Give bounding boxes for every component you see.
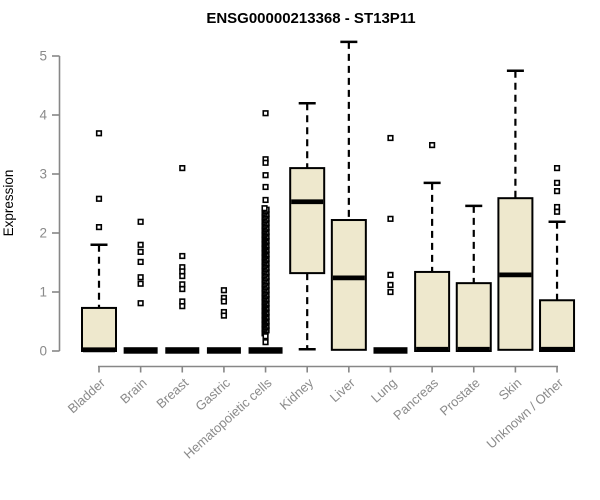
boxplot-liver [330, 40, 367, 351]
x-tick-label: Skin [496, 375, 525, 403]
boxplot-prostate [455, 204, 492, 352]
outlier-point [553, 179, 561, 186]
outlier-point [262, 196, 269, 204]
y-tick-label: 5 [39, 49, 47, 64]
box [81, 306, 117, 352]
boxplot-brain [123, 218, 158, 354]
collapsed-box [248, 347, 283, 354]
outlier-point [387, 281, 394, 289]
outlier-point [137, 274, 144, 281]
box [330, 219, 367, 351]
outlier-point [429, 141, 436, 149]
outlier-point [387, 271, 394, 278]
outlier-point [220, 312, 228, 319]
x-tick-label: Pancreas [390, 375, 441, 423]
outlier-point [387, 288, 394, 296]
outlier-point [179, 165, 186, 172]
outlier-point [179, 303, 186, 310]
boxplot-kidney [289, 101, 326, 351]
x-tick-label: Bladder [65, 375, 109, 417]
x-tick-label: Breast [153, 375, 191, 412]
outlier-point [262, 333, 269, 340]
outlier-point [179, 281, 186, 288]
outlier-point [137, 248, 144, 255]
boxplot-gastric [206, 287, 241, 354]
y-tick-label: 3 [39, 167, 47, 182]
x-tick-label: Brain [117, 375, 150, 406]
outlier-point [95, 130, 103, 137]
outlier-point [179, 252, 186, 260]
y-axis: 0 1 2 3 4 5 [39, 49, 61, 359]
collapsed-box [206, 347, 241, 354]
y-axis-label: Expression [1, 170, 16, 237]
y-tick-label: 0 [39, 344, 47, 359]
outlier-point [553, 203, 561, 211]
y-tick-label: 1 [39, 285, 47, 300]
outlier-point [262, 159, 269, 166]
x-tick-label: Prostate [437, 375, 483, 419]
box [539, 299, 576, 353]
outlier-point [137, 258, 144, 266]
box [455, 282, 492, 352]
outlier-point [137, 218, 144, 225]
boxplot-pancreas [414, 141, 451, 352]
outlier-point [262, 172, 269, 179]
outlier-point [220, 298, 228, 305]
box [289, 167, 326, 275]
y-tick-label: 2 [39, 226, 47, 241]
outlier-point [553, 188, 561, 195]
outlier-point [179, 268, 186, 275]
outlier-point [262, 110, 269, 117]
outlier-point [262, 183, 269, 191]
outlier-point [137, 300, 144, 307]
x-tick-label: Lung [368, 375, 400, 405]
outlier-point [179, 298, 186, 305]
outlier-point [95, 195, 103, 202]
x-tick-label: Unknown / Other [484, 375, 567, 452]
collapsed-box [123, 347, 158, 354]
outlier-point [137, 241, 144, 248]
outlier-point [179, 272, 186, 280]
outlier-point [261, 205, 268, 212]
y-tick-label: 4 [39, 108, 47, 123]
x-tick-label: Liver [327, 375, 358, 405]
collapsed-box [165, 347, 200, 354]
collapsed-box [373, 347, 408, 354]
outlier-point [137, 280, 144, 287]
boxplot-unknown-other [539, 165, 576, 353]
boxplot-lung [373, 134, 408, 354]
outlier-point [553, 208, 561, 215]
outlier-point [387, 134, 394, 142]
box [414, 270, 451, 352]
boxplot-hematopoietic-cells [248, 110, 283, 354]
x-tick-label: Kidney [277, 375, 317, 413]
outlier-point [553, 165, 561, 172]
outlier-point [179, 285, 186, 293]
outlier-point [220, 287, 228, 294]
boxplot-breast [165, 165, 200, 354]
outlier-point [262, 339, 269, 346]
outlier-point [95, 224, 103, 231]
boxplot-bladder [81, 130, 117, 353]
boxplot-skin [497, 69, 534, 351]
chart-title: ENSG00000213368 - ST13P11 [206, 10, 415, 27]
outlier-point [387, 215, 394, 222]
